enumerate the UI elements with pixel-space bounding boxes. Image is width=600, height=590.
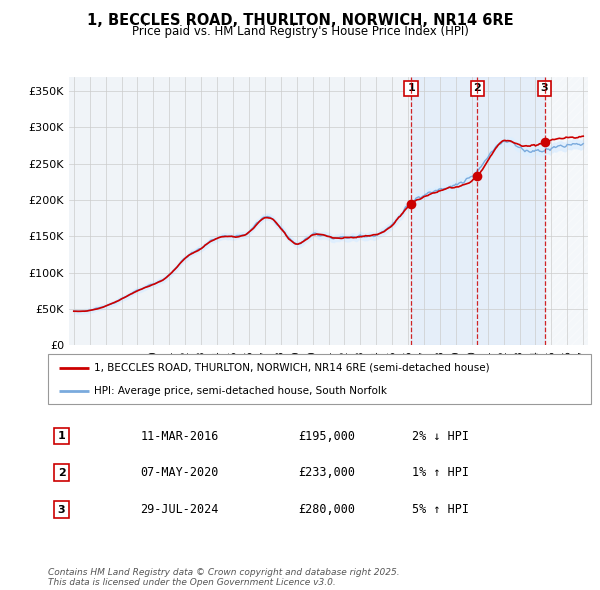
Bar xyxy=(411,77,545,345)
Text: 1, BECCLES ROAD, THURLTON, NORWICH, NR14 6RE: 1, BECCLES ROAD, THURLTON, NORWICH, NR14… xyxy=(86,13,514,28)
Text: 11-MAR-2016: 11-MAR-2016 xyxy=(140,430,218,442)
Text: 1: 1 xyxy=(58,431,65,441)
Text: £280,000: £280,000 xyxy=(298,503,355,516)
Text: 2: 2 xyxy=(58,468,65,478)
Text: 3: 3 xyxy=(58,504,65,514)
Text: Contains HM Land Registry data © Crown copyright and database right 2025.
This d: Contains HM Land Registry data © Crown c… xyxy=(48,568,400,587)
Bar xyxy=(545,77,588,345)
Text: 1, BECCLES ROAD, THURLTON, NORWICH, NR14 6RE (semi-detached house): 1, BECCLES ROAD, THURLTON, NORWICH, NR14… xyxy=(94,362,490,372)
Text: HPI: Average price, semi-detached house, South Norfolk: HPI: Average price, semi-detached house,… xyxy=(94,386,387,396)
Text: Price paid vs. HM Land Registry's House Price Index (HPI): Price paid vs. HM Land Registry's House … xyxy=(131,25,469,38)
Text: 2% ↓ HPI: 2% ↓ HPI xyxy=(412,430,469,442)
Text: 2: 2 xyxy=(473,83,481,93)
Text: 1: 1 xyxy=(407,83,415,93)
Text: 3: 3 xyxy=(541,83,548,93)
Text: £233,000: £233,000 xyxy=(298,466,355,479)
Text: 1% ↑ HPI: 1% ↑ HPI xyxy=(412,466,469,479)
Text: 07-MAY-2020: 07-MAY-2020 xyxy=(140,466,218,479)
Text: 5% ↑ HPI: 5% ↑ HPI xyxy=(412,503,469,516)
Text: 29-JUL-2024: 29-JUL-2024 xyxy=(140,503,218,516)
Text: £195,000: £195,000 xyxy=(298,430,355,442)
FancyBboxPatch shape xyxy=(48,354,591,404)
